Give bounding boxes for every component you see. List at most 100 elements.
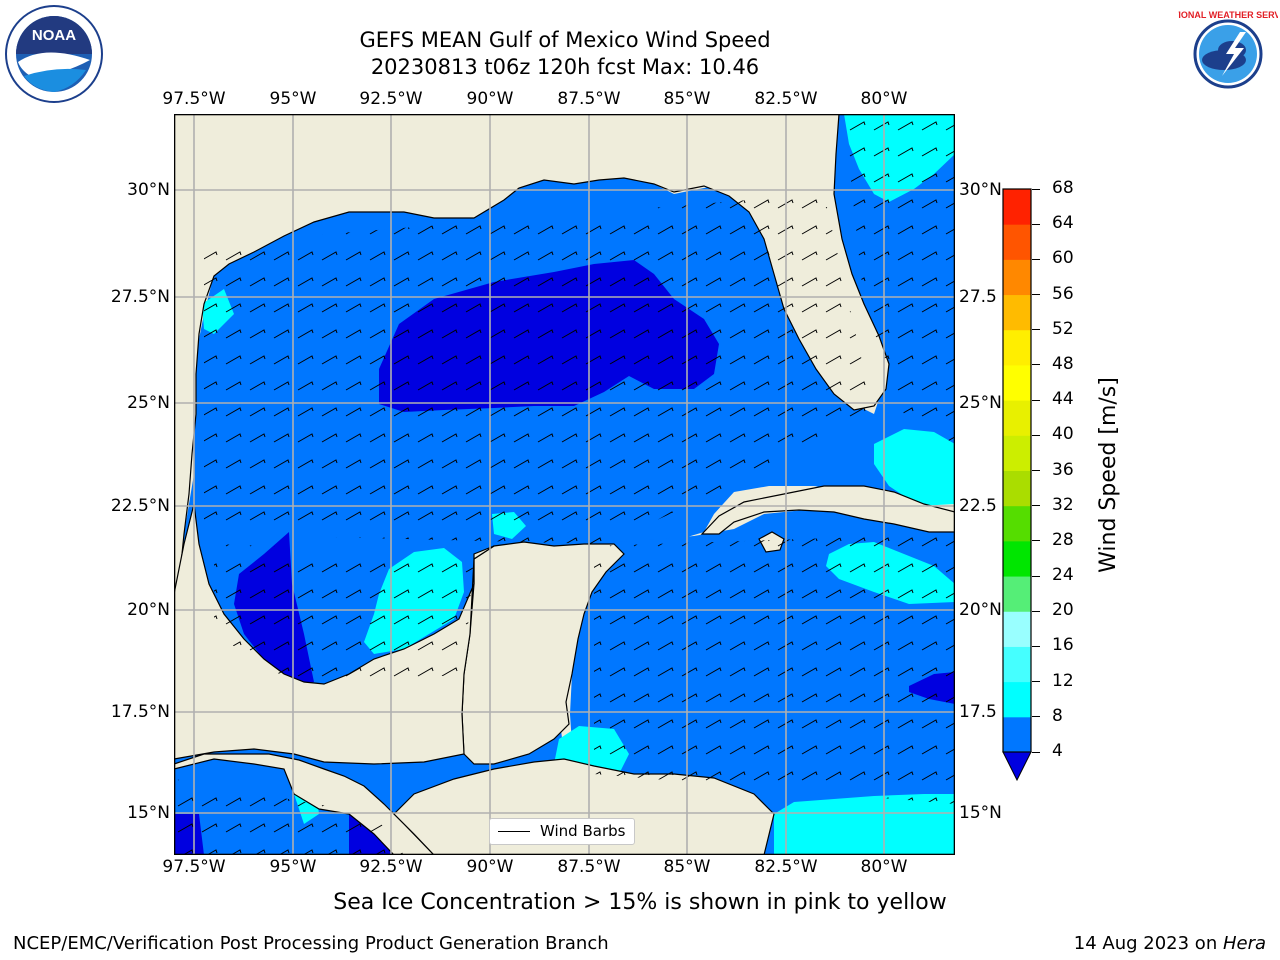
wind-barbs-central (204, 194, 874, 544)
colorbar-tick-label: 48 (1052, 353, 1074, 374)
colorbar-segment (1003, 505, 1031, 542)
colorbar-segment (1003, 259, 1031, 296)
lat-tick-left-20: 20°N (127, 600, 170, 620)
colorbar-tick-mark (1032, 681, 1040, 683)
lon-tick-bottom-87-5: 87.5°W (557, 857, 621, 877)
colorbar-tick-mark (1032, 575, 1040, 577)
nws-logo-text: NATIONAL WEATHER SERVICE (1178, 10, 1278, 20)
colorbar-tick-mark (1032, 294, 1040, 296)
lon-tick-top-97-5: 97.5°W (162, 89, 226, 109)
map-frame (174, 114, 955, 855)
lon-tick-bottom-80: 80°W (860, 857, 908, 877)
lat-tick-left-17-5: 17.5°N (110, 702, 170, 722)
colorbar-tick-mark (1032, 505, 1040, 507)
colorbar-segment (1003, 224, 1031, 260)
lon-tick-top-85: 85°W (663, 89, 711, 109)
colorbar-tick-label: 32 (1052, 494, 1074, 515)
cuba-land (700, 485, 955, 535)
colorbar-tick-mark (1032, 329, 1040, 331)
wind-8-12-honduras (774, 794, 955, 855)
colorbar-segment (1003, 576, 1031, 612)
lat-tick-right-25: 25°N (959, 393, 1002, 413)
colorbar-tick-mark (1032, 610, 1040, 612)
lon-tick-top-80: 80°W (860, 89, 908, 109)
map-grid (174, 114, 955, 855)
colorbar-segment (1003, 540, 1031, 577)
lat-tick-left-30: 30°N (127, 180, 170, 200)
colorbar-tick-label: 36 (1052, 459, 1074, 480)
colorbar-tick-mark (1032, 223, 1040, 225)
colorbar-tick-mark (1032, 434, 1040, 436)
colorbar-segment (1003, 681, 1031, 718)
lon-tick-bottom-85: 85°W (663, 857, 711, 877)
colorbar-tick-mark (1032, 258, 1040, 260)
colorbar-frame (1002, 188, 1032, 753)
colorbar-segment (1003, 189, 1031, 225)
colorbar-tick-mark (1032, 188, 1040, 190)
colorbar-tick-label: 56 (1052, 283, 1074, 304)
colorbar-tick-label: 24 (1052, 565, 1074, 586)
lat-tick-left-22-5: 22.5°N (110, 496, 170, 516)
lat-tick-right-17-5: 17.5 (959, 702, 997, 722)
lat-tick-right-30: 30°N (959, 180, 1002, 200)
colorbar-tick-mark (1032, 540, 1040, 542)
lat-tick-right-15: 15°N (959, 803, 1002, 823)
colorbar-tick-label: 20 (1052, 600, 1074, 621)
wind-barbs-caribbean (594, 534, 955, 804)
lon-tick-top-82-5: 82.5°W (754, 89, 818, 109)
colorbar-tick-mark (1032, 716, 1040, 718)
noaa-logo-icon: NOAA (4, 4, 104, 104)
lat-tick-right-27-5: 27.5 (959, 287, 997, 307)
lon-tick-bottom-92-5: 92.5°W (359, 857, 423, 877)
colorbar-segment (1003, 611, 1031, 647)
lat-tick-left-25: 25°N (127, 393, 170, 413)
colorbar-tick-label: 4 (1052, 741, 1063, 761)
wind-barbs-pacific (174, 779, 404, 855)
colorbar-tick-mark (1032, 470, 1040, 471)
colorbar-tick-label: 68 (1052, 178, 1074, 198)
lat-tick-left-27-5: 27.5°N (110, 287, 170, 307)
colorbar-tick-label: 8 (1052, 705, 1063, 726)
lat-tick-right-20: 20°N (959, 600, 1002, 620)
lon-tick-top-95: 95°W (269, 89, 317, 109)
title-line-2: 20230813 t06z 120h fcst Max: 10.46 (370, 55, 760, 79)
colorbar-segment (1003, 329, 1031, 366)
colorbar-segment (1003, 646, 1031, 683)
lon-tick-bottom-97-5: 97.5°W (162, 857, 226, 877)
colorbar-tick-label: 60 (1052, 248, 1074, 269)
colorbar-tick-mark (1032, 364, 1040, 366)
colorbar-segment (1003, 435, 1031, 471)
wind-8-12-keys (874, 429, 955, 506)
colorbar-segment (1003, 364, 1031, 401)
colorbar-segment (1003, 400, 1031, 436)
colorbar-tick-mark (1032, 399, 1040, 401)
colorbar-label: Wind Speed [m/s] (1096, 377, 1121, 573)
legend-line-icon (498, 831, 530, 832)
title-line-1: GEFS MEAN Gulf of Mexico Wind Speed (359, 28, 771, 52)
lon-tick-top-90: 90°W (466, 89, 514, 109)
wind-barbs-atlantic (844, 114, 955, 444)
footer-host: Hera (1222, 933, 1266, 954)
colorbar-tick-label: 16 (1052, 635, 1074, 656)
nws-logo-icon: NATIONAL WEATHER SERVICE (1161, 4, 1280, 104)
lat-tick-left-15: 15°N (127, 803, 170, 823)
wind-barbs-campeche (214, 544, 474, 689)
colorbar-tick-label: 52 (1052, 318, 1074, 339)
footer-branch: NCEP/EMC/Verification Post Processing Pr… (13, 933, 609, 954)
wind-speed-map (174, 114, 955, 855)
lon-tick-bottom-95: 95°W (269, 857, 317, 877)
colorbar-tick-label: 44 (1052, 389, 1074, 410)
lat-tick-right-22-5: 22.5 (959, 496, 997, 516)
sea-ice-caption: Sea Ice Concentration > 15% is shown in … (333, 890, 947, 915)
colorbar-tick-label: 28 (1052, 529, 1074, 550)
colorbar-tick-mark (1032, 751, 1040, 753)
colorbar-extend-triangle (1002, 751, 1032, 782)
colorbar-segment (1003, 716, 1031, 753)
lon-tick-bottom-90: 90°W (466, 857, 514, 877)
lon-tick-top-92-5: 92.5°W (359, 89, 423, 109)
colorbar-tick-label: 64 (1052, 213, 1074, 234)
colorbar-tick-mark (1032, 645, 1040, 647)
colorbar-tick-label: 40 (1052, 424, 1074, 445)
colorbar-tick-label: 12 (1052, 670, 1074, 691)
legend-label: Wind Barbs (540, 822, 626, 840)
